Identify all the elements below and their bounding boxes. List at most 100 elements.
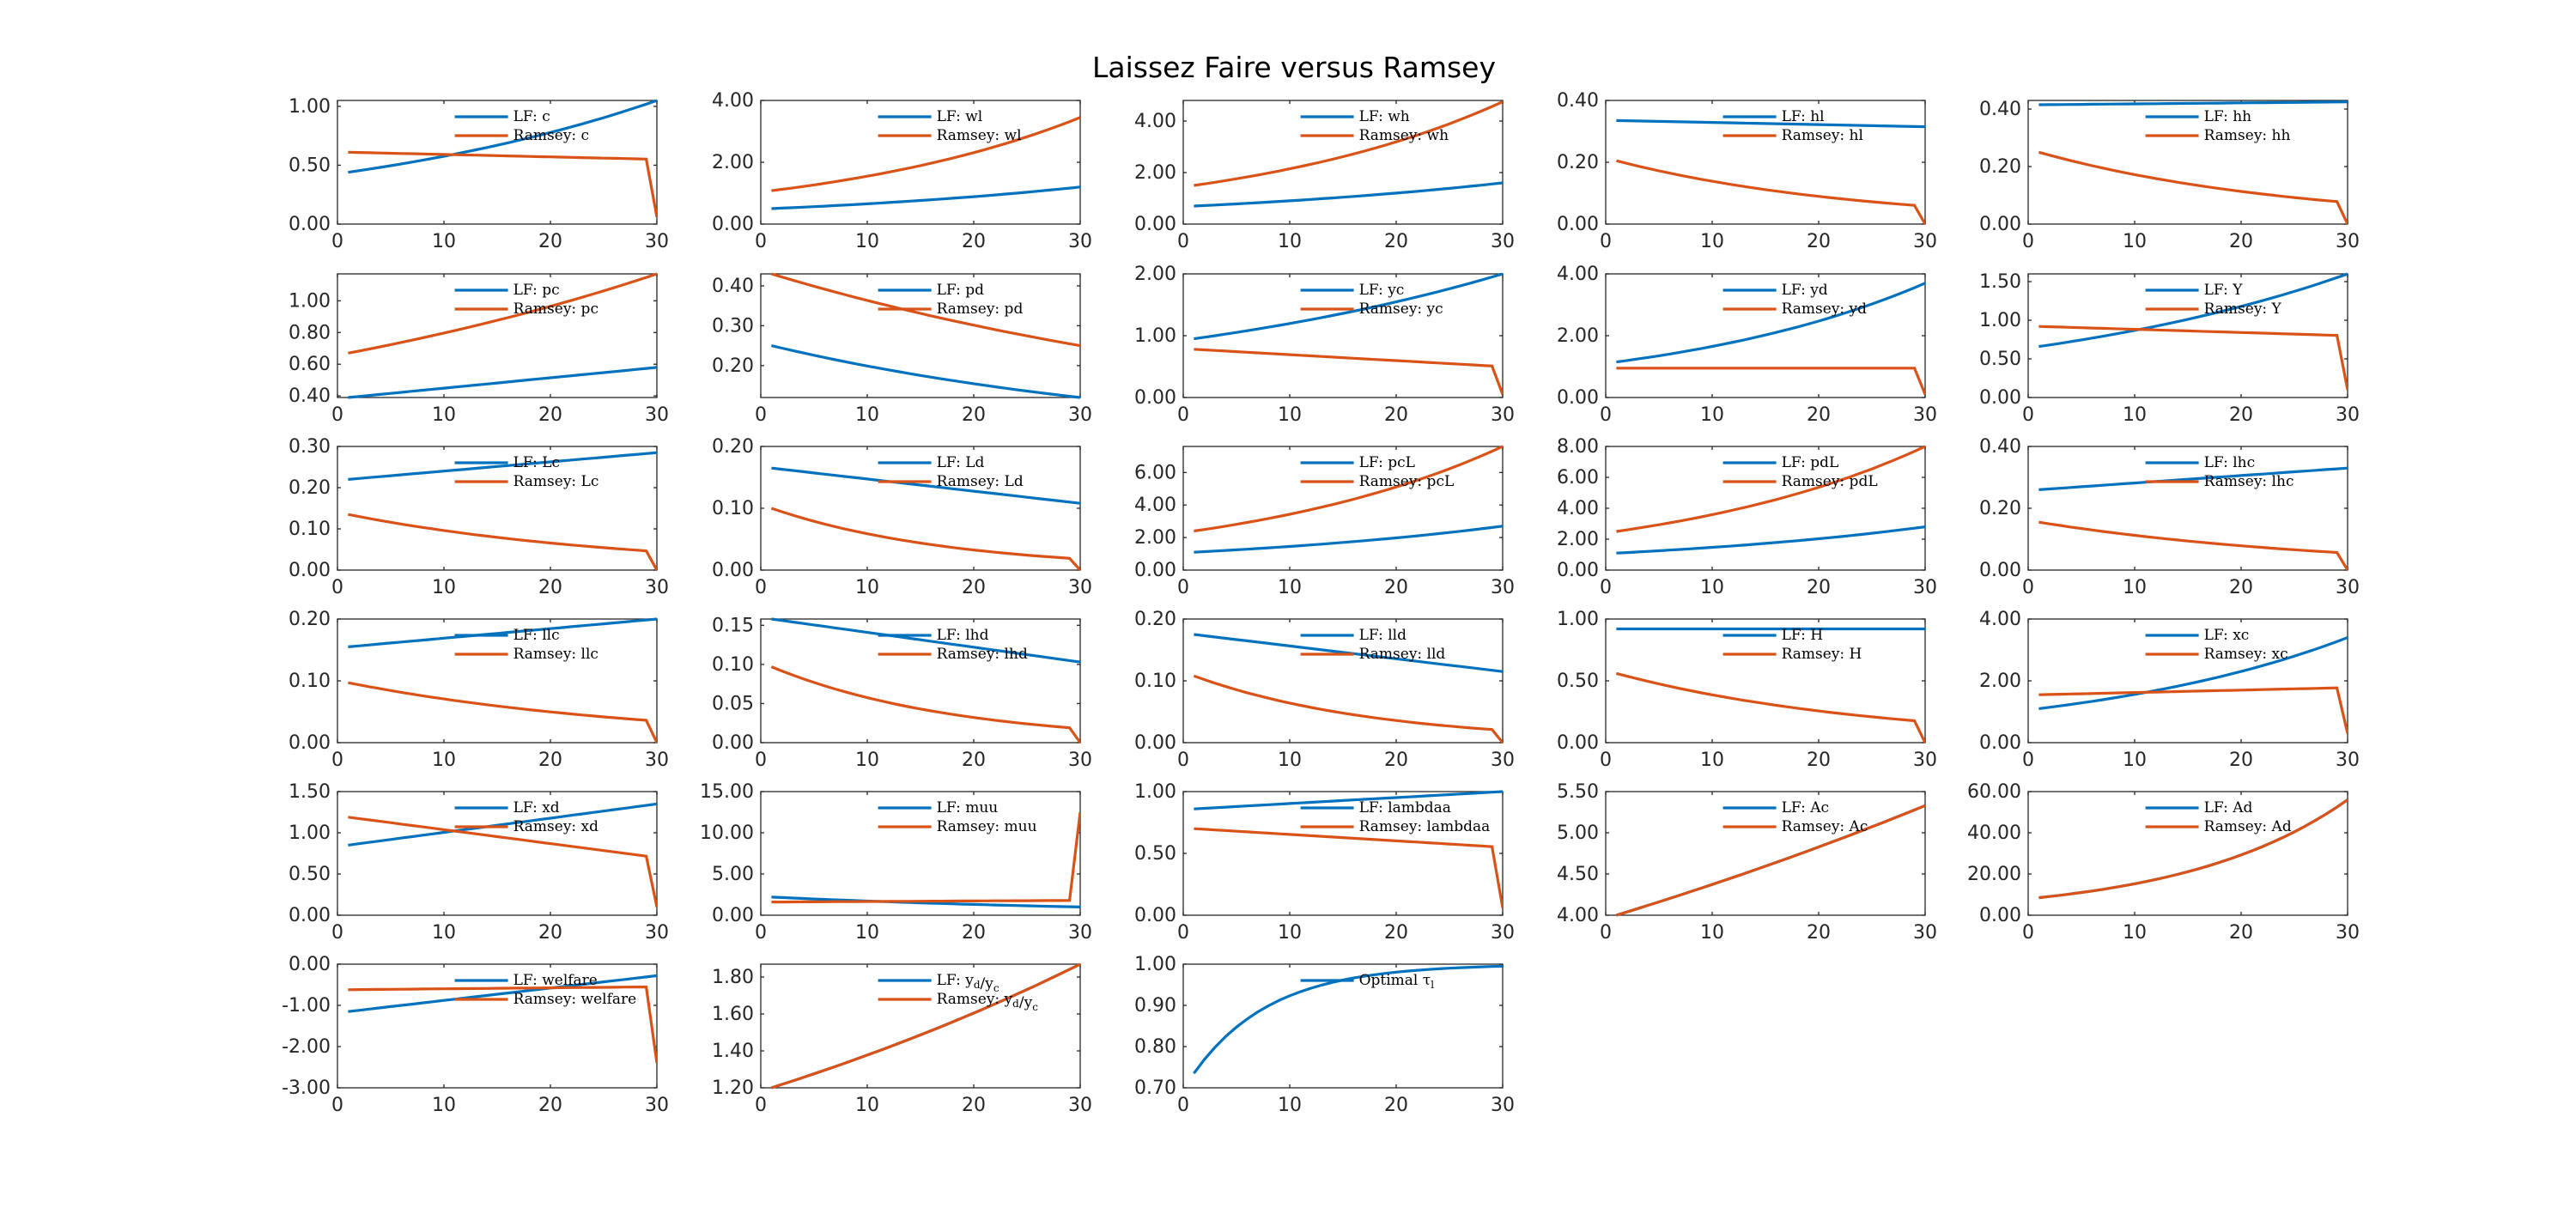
- x-tick-label: 20: [1807, 577, 1831, 598]
- axes-box: [1605, 100, 1926, 225]
- y-tick-label: 1.00: [1134, 781, 1176, 803]
- lf-series-line: [771, 617, 1080, 664]
- x-tick-label: 20: [1384, 404, 1408, 426]
- x-tick-label: 0: [755, 1095, 767, 1116]
- legend-label: LF: muu: [937, 799, 999, 816]
- x-tick-label: 30: [645, 1095, 669, 1116]
- y-tick-label: 2.00: [1134, 264, 1176, 285]
- x-tick-label: 0: [755, 750, 767, 771]
- x-tick-label: 0: [755, 922, 767, 944]
- legend-label: LF: lambdaa: [1359, 799, 1451, 816]
- x-tick-label: 30: [1491, 922, 1515, 944]
- x-tick-label: 30: [1068, 750, 1092, 771]
- x-tick-label: 30: [1068, 922, 1092, 944]
- y-tick-label: 0.00: [1557, 732, 1599, 754]
- ramsey-series-line: [1616, 671, 1925, 744]
- y-tick-label: 0.40: [712, 276, 754, 297]
- x-tick-label: 20: [1384, 577, 1408, 598]
- x-tick-label: 0: [755, 404, 767, 426]
- legend-label: Ramsey: yd: [1782, 300, 1868, 318]
- subplot-16: 0.00 0.10 0.20 0 10 20 30 LF: llc Ramsey: llc: [289, 609, 669, 771]
- subplot-25: 0.00 20.00 40.00 60.00 0 10 20 30 LF: Ad Ramsey: …: [1967, 781, 2360, 944]
- subplot-17: 0.00 0.05 0.10 0.15 0 10 20 30 LF: lhd Ramsey: lh…: [712, 615, 1092, 771]
- legend-label: LF: c: [513, 108, 550, 125]
- legend-label: LF: Ac: [1782, 799, 1829, 816]
- lf-series-line: [1194, 790, 1503, 810]
- x-tick-label: 20: [962, 404, 986, 426]
- legend-label: Ramsey: xd: [513, 818, 599, 835]
- y-tick-label: 1.00: [289, 96, 331, 118]
- ramsey-series-line: [348, 513, 657, 571]
- lf-series-line: [771, 895, 1080, 908]
- subplot-28: 0.70 0.80 0.90 1.00 0 10 20 30 Optimal τl: [1134, 954, 1515, 1116]
- x-tick-label: 20: [1807, 231, 1831, 252]
- y-tick-label: 2.00: [712, 152, 754, 173]
- y-tick-label: 0.00: [712, 732, 754, 754]
- lf-series-line: [1194, 181, 1503, 208]
- y-tick-label: 0.00: [1134, 560, 1176, 581]
- x-tick-label: 10: [1700, 922, 1724, 944]
- ramsey-series-line: [770, 665, 1080, 744]
- y-tick-label: 0.20: [289, 609, 331, 630]
- x-tick-label: 30: [645, 231, 669, 252]
- legend-label: LF: Ad: [2204, 799, 2253, 816]
- x-tick-label: 10: [432, 231, 456, 252]
- lf-series-line: [2038, 272, 2348, 349]
- x-tick-label: 30: [2336, 577, 2360, 598]
- x-tick-label: 20: [538, 922, 562, 944]
- axes-box: [1605, 618, 1926, 744]
- legend-label: Ramsey: Y: [2204, 300, 2282, 318]
- y-tick-label: 0.00: [1979, 387, 2021, 409]
- y-tick-label: 0.00: [1134, 905, 1176, 926]
- subplot-4: 0.00 0.20 0.40 0 10 20 30 LF: hl Ramsey: hl: [1557, 90, 1937, 252]
- x-tick-label: 30: [1068, 1095, 1092, 1116]
- y-tick-label: 2.00: [1557, 529, 1599, 550]
- y-tick-label: 1.50: [289, 781, 331, 803]
- y-tick-label: 0.20: [712, 436, 754, 458]
- ramsey-series-line: [1194, 445, 1503, 533]
- x-tick-label: 30: [1913, 404, 1937, 426]
- lf-series-line: [2038, 636, 2348, 710]
- y-tick-label: 1.20: [712, 1077, 754, 1099]
- y-tick-label: 10.00: [700, 822, 754, 844]
- subplot-19: 0.00 0.50 1.00 0 10 20 30 LF: H Ramsey: H: [1557, 609, 1937, 771]
- y-tick-label: 6.00: [1134, 462, 1176, 483]
- subplot-2: 0.00 2.00 4.00 0 10 20 30 LF: wl Ramsey: wl: [712, 90, 1092, 252]
- y-tick-label: 0.80: [289, 322, 331, 343]
- y-tick-label: 0.90: [1134, 995, 1176, 1017]
- ramsey-series-line: [348, 272, 657, 355]
- legend-label: Ramsey: xc: [2204, 646, 2288, 663]
- x-tick-label: 0: [331, 231, 343, 252]
- subplot-23: 0.00 0.50 1.00 0 10 20 30 LF: lambdaa Ramsey: la…: [1134, 781, 1515, 944]
- ramsey-series-line: [1193, 674, 1503, 744]
- y-tick-label: 2.00: [1557, 325, 1599, 347]
- legend-label: LF: pd: [937, 282, 984, 299]
- x-tick-label: 10: [1278, 922, 1302, 944]
- axes-box: [2027, 273, 2348, 398]
- x-tick-label: 30: [645, 750, 669, 771]
- y-tick-label: 0.50: [289, 155, 331, 176]
- y-tick-label: 1.00: [1557, 609, 1599, 630]
- y-tick-label: 0.10: [712, 498, 754, 519]
- y-tick-label: 0.40: [1979, 99, 2021, 120]
- y-tick-label: 0.40: [1557, 90, 1599, 112]
- x-tick-label: 20: [1807, 750, 1831, 771]
- ramsey-series-line: [771, 811, 1080, 904]
- y-tick-label: 1.60: [712, 1004, 754, 1025]
- legend-label: Ramsey: wl: [937, 127, 1022, 144]
- legend-label: LF: wh: [1359, 108, 1410, 125]
- x-tick-label: 20: [1384, 231, 1408, 252]
- x-tick-label: 20: [962, 750, 986, 771]
- x-tick-label: 0: [1600, 750, 1612, 771]
- y-tick-label: 4.00: [1557, 905, 1599, 926]
- ramsey-series-line: [2038, 325, 2348, 391]
- x-tick-label: 10: [855, 231, 879, 252]
- lf-series-line: [1616, 282, 1925, 364]
- legend-label: LF: pcL: [1359, 454, 1415, 471]
- x-tick-label: 20: [2229, 577, 2253, 598]
- legend-label: LF: Lc: [513, 454, 560, 471]
